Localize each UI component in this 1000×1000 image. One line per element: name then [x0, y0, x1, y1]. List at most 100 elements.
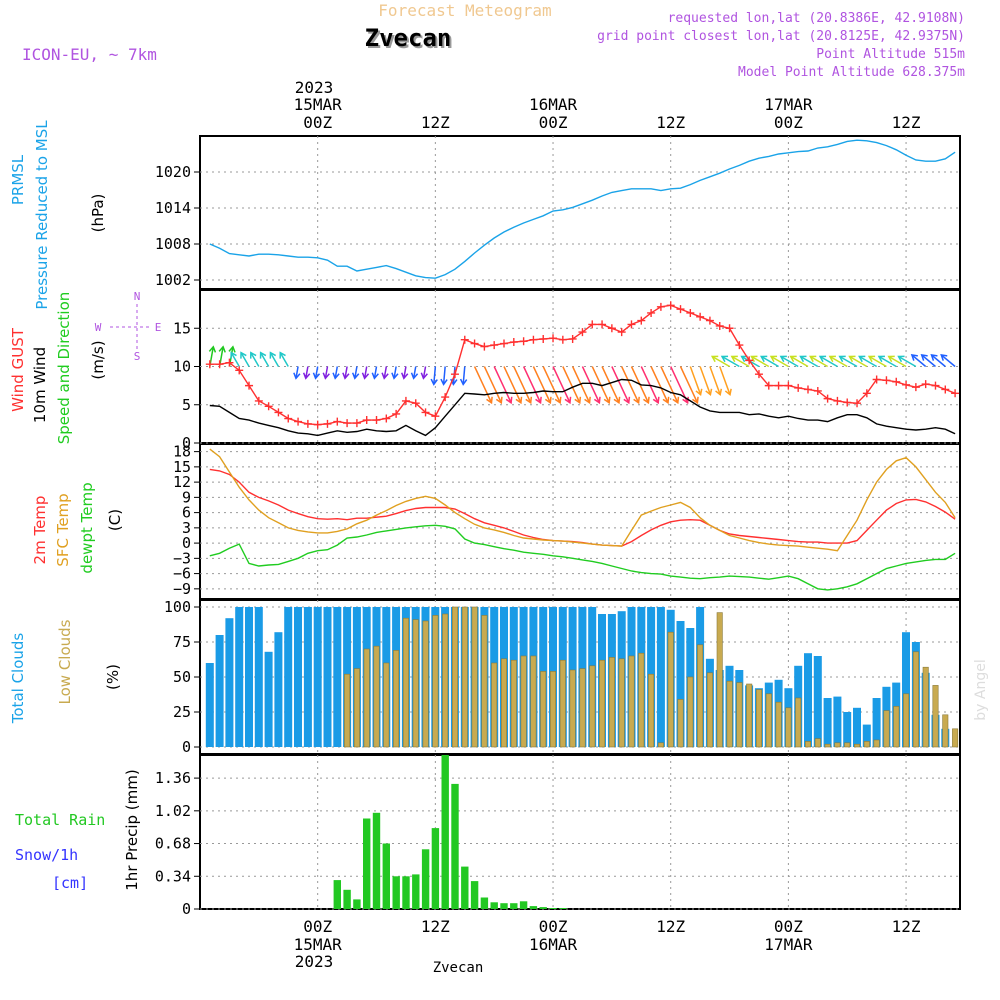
gust-marker	[833, 396, 842, 405]
low-clouds-bar	[442, 613, 449, 748]
wind-barb	[503, 366, 522, 404]
bottom-axis-hour-label: 12Z	[656, 917, 685, 936]
low-clouds-bar	[510, 659, 517, 748]
gust-marker	[333, 417, 342, 426]
wind-barb-head	[544, 396, 552, 405]
total-rain-bar	[333, 880, 341, 909]
total-rain-bar	[490, 902, 498, 909]
footer-location: Zvecan	[433, 960, 484, 976]
total-clouds-bar	[853, 707, 861, 747]
total-clouds-bar	[235, 607, 244, 747]
low-clouds-bar	[559, 659, 566, 748]
total-clouds-bar	[274, 632, 283, 747]
wind-barb	[898, 355, 917, 368]
total-clouds-bar	[303, 607, 312, 747]
wind-barb	[542, 366, 561, 404]
gust-marker	[372, 416, 381, 425]
gust-marker	[509, 338, 518, 347]
low-clouds-bar	[785, 707, 792, 748]
gust-marker	[951, 389, 960, 398]
gust-marker	[902, 380, 911, 389]
y-tick-label: 3	[182, 519, 191, 537]
low-clouds-bar	[657, 742, 664, 748]
total-clouds-bar	[323, 607, 332, 747]
wind-barb-head	[486, 396, 493, 405]
wind-barb	[581, 366, 601, 404]
wind-barb	[888, 355, 907, 368]
gust-marker	[382, 414, 391, 423]
y-tick-label: 1.02	[155, 802, 191, 820]
wind-barb-head	[400, 372, 409, 380]
wind-barb-head	[897, 355, 905, 363]
wind-barb	[940, 354, 956, 368]
low-clouds-bar	[451, 606, 458, 748]
wind-barb-head	[750, 355, 758, 363]
total-rain-bar	[539, 907, 547, 909]
low-clouds-bar	[755, 689, 762, 748]
low-clouds-bar	[402, 617, 409, 748]
sfc-temp-line	[209, 448, 956, 552]
gust-marker	[362, 416, 371, 425]
y-tick-label: 1014	[155, 199, 191, 217]
y-tick-label: 50	[173, 668, 191, 686]
wind-barb	[868, 355, 887, 368]
wind-unit: (m/s)	[89, 340, 107, 379]
gust-marker	[941, 385, 950, 394]
total-rain-bar	[363, 818, 371, 909]
gust-marker	[705, 316, 714, 325]
gust-marker	[676, 305, 685, 314]
wind-barb-head	[342, 372, 350, 380]
gust-marker	[911, 383, 920, 392]
gust-marker	[343, 419, 352, 428]
bottom-axis-date-label: 17MAR	[764, 935, 813, 954]
wind-barb	[250, 352, 260, 367]
gust-marker	[264, 402, 273, 411]
compass-north: N	[134, 290, 141, 303]
y-tick-label: 100	[164, 598, 191, 616]
low-clouds-bar	[903, 693, 910, 748]
gust-marker	[294, 417, 303, 426]
total-rain-bar	[461, 866, 469, 909]
wind-barb-head	[692, 396, 699, 405]
total-clouds-bar	[902, 632, 910, 747]
low-clouds-bar	[648, 673, 655, 748]
total-clouds-bar	[862, 724, 871, 747]
low-clouds-bar	[599, 659, 606, 748]
wind-barb-head	[249, 351, 257, 359]
wind-barb-head	[613, 396, 621, 405]
y-tick-label: 0.68	[155, 835, 191, 853]
temp-dewpt-label: dewpt Temp	[78, 482, 96, 573]
low-clouds-bar	[422, 620, 429, 748]
2m-temp-line	[209, 468, 956, 547]
y-tick-label: 0.34	[155, 867, 191, 885]
y-tick-label: 0	[182, 738, 191, 756]
top-axis-hour-label: 12Z	[892, 113, 921, 132]
y-tick-label: 12	[173, 473, 191, 491]
wind-barb-head	[652, 396, 660, 405]
wind-barb-head	[720, 355, 729, 363]
wind-barb-head	[642, 396, 650, 405]
total-clouds-bar	[254, 607, 263, 747]
wind-barb-head	[789, 355, 797, 363]
cloud-unit: (%)	[104, 664, 122, 690]
point-altitude: Point Altitude 515m	[816, 47, 965, 62]
wind-barb	[751, 355, 770, 368]
wind-barb	[571, 366, 591, 404]
wind-barb	[462, 366, 466, 385]
low-clouds-bar	[687, 676, 694, 748]
grid-point-coords: grid point closest lon,lat (20.8125E, 42…	[597, 29, 965, 44]
low-clouds-bar	[549, 671, 556, 748]
wind-barb	[601, 366, 620, 404]
wind-barb	[849, 355, 868, 368]
low-clouds-bar	[824, 743, 831, 748]
y-tick-label: −3	[173, 549, 191, 567]
pressure-unit: (hPa)	[89, 194, 107, 233]
low-clouds-bar	[520, 655, 527, 748]
wind-barb	[259, 352, 270, 367]
wind-barb-head	[574, 396, 582, 405]
wind-barb	[403, 366, 407, 379]
low-clouds-bar	[363, 648, 370, 748]
wind-barb	[770, 355, 789, 368]
bottom-axis-hour-label: 12Z	[421, 917, 450, 936]
low-clouds-bar	[863, 741, 870, 748]
